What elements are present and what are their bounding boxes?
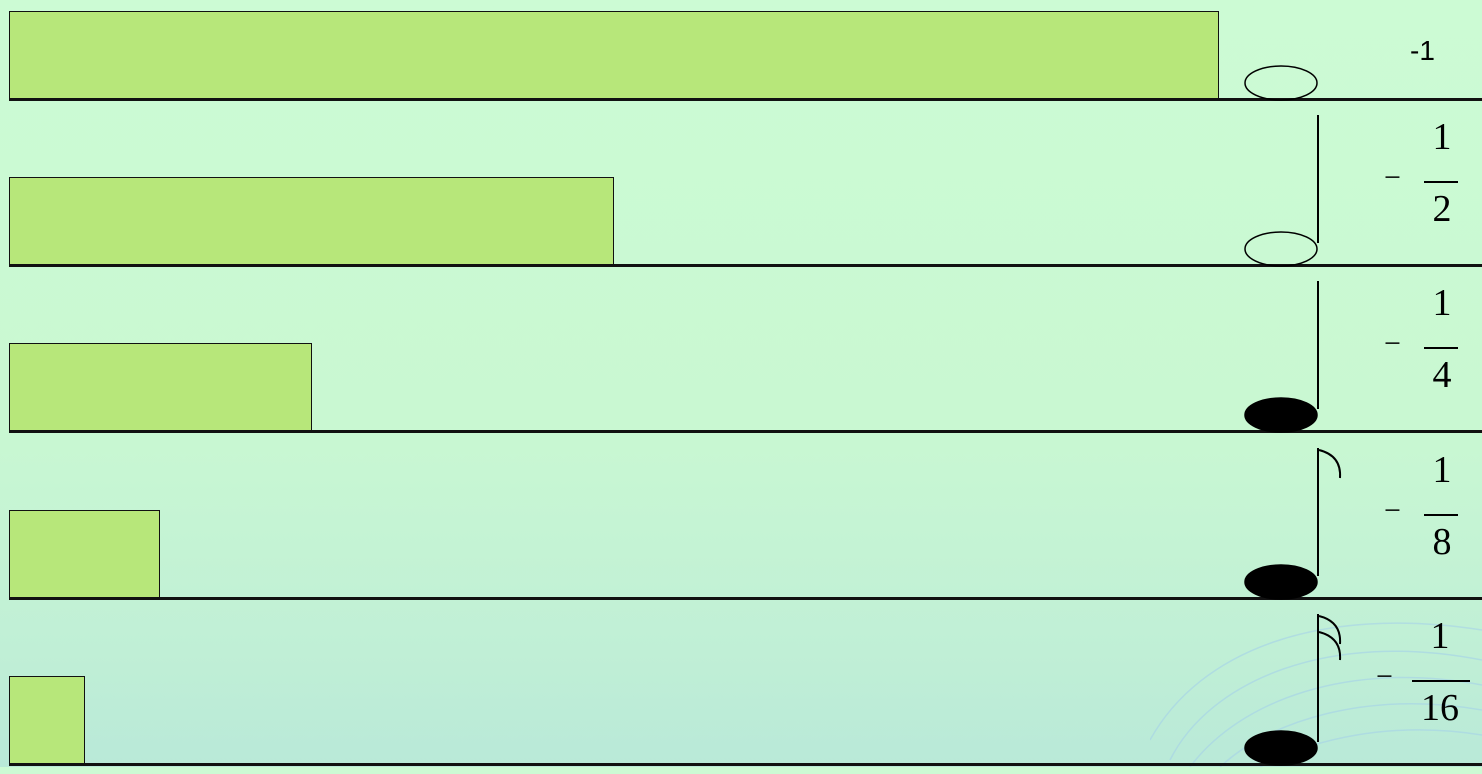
fraction-denominator: 8 bbox=[1432, 521, 1452, 563]
duration-bar bbox=[9, 177, 614, 265]
duration-fraction: −1 4 bbox=[1384, 277, 1482, 427]
quarter-note-icon bbox=[1244, 281, 1319, 433]
fraction-numerator: 1 bbox=[1432, 116, 1452, 158]
duration-fraction: −1 8 bbox=[1384, 444, 1482, 594]
duration-bar bbox=[9, 11, 1219, 99]
row-baseline bbox=[9, 763, 1482, 766]
eighth-note-icon bbox=[1244, 448, 1342, 600]
duration-bar bbox=[9, 510, 160, 598]
background-swirl-decoration bbox=[1150, 622, 1482, 767]
sixteenth-note-icon bbox=[1244, 614, 1342, 766]
fraction-denominator: 16 bbox=[1421, 687, 1459, 729]
fraction-sign: − bbox=[1376, 660, 1393, 693]
duration-label: -1 bbox=[1410, 35, 1435, 66]
fraction-denominator: 4 bbox=[1432, 354, 1452, 396]
duration-fraction: −1 2 bbox=[1384, 111, 1482, 261]
fraction-numerator: 1 bbox=[1432, 282, 1452, 324]
fraction-denominator: 2 bbox=[1432, 188, 1452, 230]
row-baseline bbox=[9, 597, 1482, 600]
fraction-bar bbox=[1424, 347, 1458, 349]
row-baseline bbox=[9, 430, 1482, 433]
duration-bar bbox=[9, 676, 85, 764]
fraction-numerator: 1 bbox=[1430, 615, 1450, 657]
whole-note-icon bbox=[1244, 65, 1318, 101]
fraction-numerator: 1 bbox=[1432, 449, 1452, 491]
fraction-bar bbox=[1412, 680, 1470, 682]
duration-fraction: − 1 16 bbox=[1376, 610, 1476, 760]
row-baseline bbox=[9, 98, 1482, 101]
fraction-sign: − bbox=[1384, 327, 1401, 360]
row-baseline bbox=[9, 264, 1482, 267]
half-note-icon bbox=[1244, 115, 1319, 267]
fraction-sign: − bbox=[1384, 494, 1401, 527]
fraction-bar bbox=[1424, 514, 1458, 516]
duration-bar bbox=[9, 343, 312, 431]
fraction-sign: − bbox=[1384, 161, 1401, 194]
fraction-bar bbox=[1424, 181, 1458, 183]
